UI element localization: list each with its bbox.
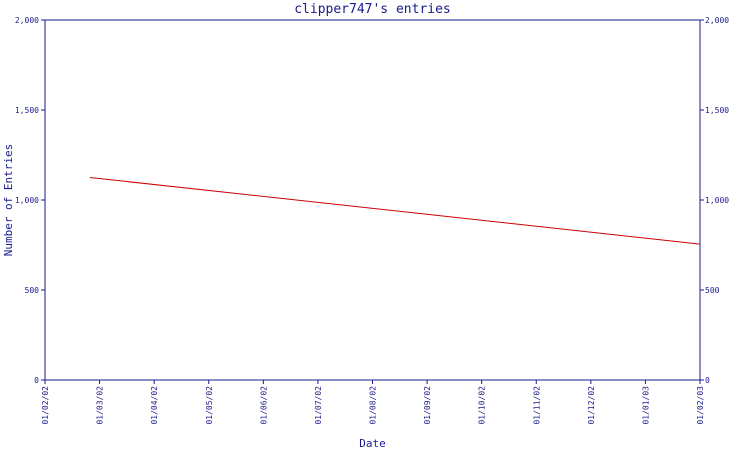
chart-title: clipper747's entries — [294, 2, 451, 17]
series-line — [89, 177, 701, 245]
y-axis-label: Number of Entries — [2, 144, 15, 257]
y-tick-label-left: 500 — [25, 286, 40, 295]
y-tick-label-right: 2,000 — [705, 16, 729, 25]
x-tick-label: 01/08/02 — [369, 386, 378, 425]
plot-frame — [44, 19, 701, 381]
x-tick-label: 01/09/02 — [423, 386, 432, 425]
y-tick-label-left: 1,500 — [15, 106, 39, 115]
y-tick-label-left: 2,000 — [15, 16, 39, 25]
x-tick-label: 01/12/02 — [587, 386, 596, 425]
y-tick-label-left: 1,000 — [15, 196, 39, 205]
x-tick-label: 01/11/02 — [532, 386, 541, 425]
x-tick-label: 01/07/02 — [314, 386, 323, 425]
y-tick-label-right: 500 — [705, 286, 720, 295]
x-tick-label: 01/10/02 — [478, 386, 487, 425]
y-tick-label-right: 1,000 — [705, 196, 729, 205]
x-axis-label: Date — [359, 437, 386, 450]
y-tick-label-right: 1,500 — [705, 106, 729, 115]
y-tick-label-right: 0 — [705, 376, 710, 385]
x-tick-label: 01/05/02 — [205, 386, 214, 425]
y-axis-right: 0 500 1,000 1,500 2,000 — [700, 16, 729, 385]
x-tick-label: 01/04/02 — [150, 386, 159, 425]
y-axis-left: 0 500 1,000 1,500 2,000 — [15, 16, 45, 385]
x-axis: 01/02/02 01/03/02 01/04/02 01/05/02 01/06/02… — [41, 380, 705, 425]
series-group — [89, 177, 701, 245]
y-tick-label-left: 0 — [34, 376, 39, 385]
x-tick-label: 01/01/03 — [641, 386, 650, 425]
x-tick-label: 01/02/02 — [41, 386, 50, 425]
x-tick-label: 01/02/03 — [696, 386, 705, 425]
x-tick-label: 01/03/02 — [96, 386, 105, 425]
x-tick-label: 01/06/02 — [259, 386, 268, 425]
